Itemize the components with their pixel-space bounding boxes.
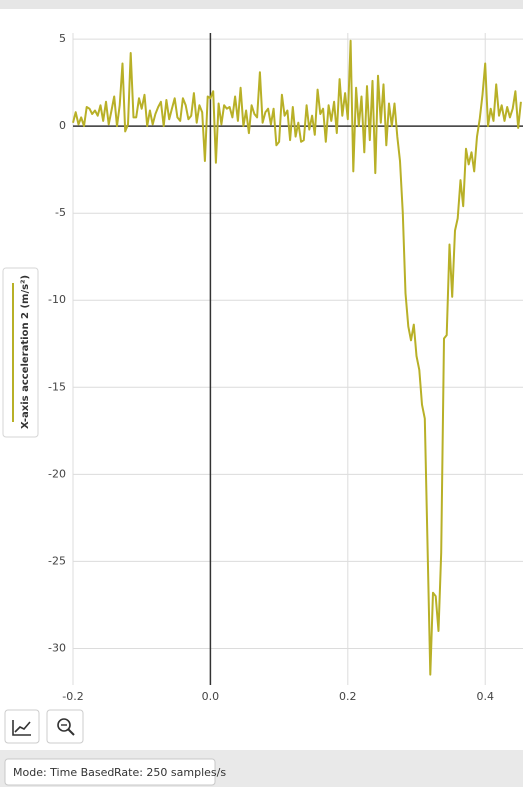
zoom-icon <box>57 718 71 732</box>
button-frame[interactable] <box>4 709 40 744</box>
y-tick-label: -30 <box>48 641 66 654</box>
zoom-icon-handle <box>67 728 75 736</box>
x-tick-label: 0.0 <box>202 690 220 703</box>
x-tick-label: -0.2 <box>62 690 83 703</box>
button-frame[interactable] <box>46 709 84 744</box>
graph: 5 0 -5 -10 -15 -20 -25 -30 -0.2 0.0 0.2 0.4 <box>48 32 523 703</box>
graph-tool-button[interactable] <box>4 709 40 744</box>
y-tick-label: 0 <box>59 119 66 132</box>
y-tick-label: -20 <box>48 467 66 480</box>
y-tick-label: -5 <box>55 206 66 219</box>
rate-label: Rate: 250 samples/s <box>114 766 226 779</box>
legend-box <box>2 267 39 438</box>
data-line <box>72 39 522 676</box>
graph-icon <box>12 720 31 736</box>
y-tick-label: 5 <box>59 32 66 45</box>
y-tick-label: -25 <box>48 554 66 567</box>
x-tick-label: 0.2 <box>339 690 357 703</box>
y-tick-label: -15 <box>48 380 66 393</box>
y-tick-label: -10 <box>48 293 66 306</box>
legend-label: X-axis acceleration 2 (m/s²) <box>20 275 31 429</box>
legend: X-axis acceleration 2 (m/s²) <box>2 267 39 438</box>
status-box[interactable] <box>4 758 216 786</box>
zoom-button[interactable] <box>46 709 84 744</box>
mode-label: Mode: Time Based <box>13 766 114 779</box>
top-bar <box>0 0 523 9</box>
x-tick-label: 0.4 <box>476 690 494 703</box>
